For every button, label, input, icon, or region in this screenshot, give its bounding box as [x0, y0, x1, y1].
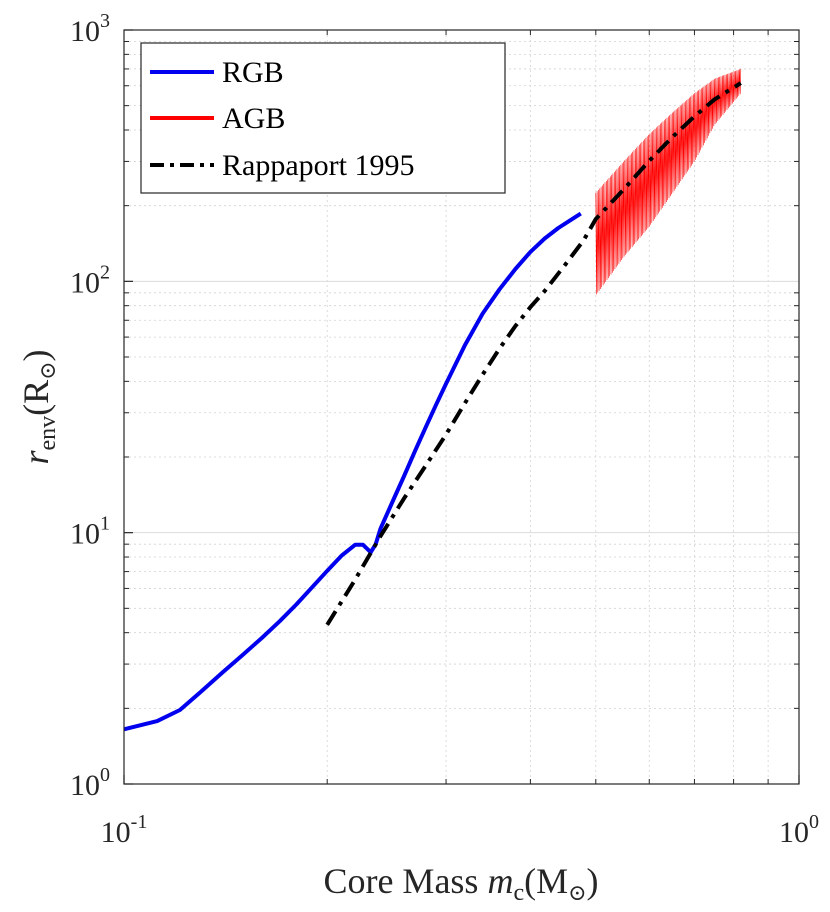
- y-axis-label-unit-sub: ⊙: [35, 361, 60, 379]
- x-tick-label-base: 10: [101, 816, 131, 849]
- y-tick-label-base: 10: [70, 15, 100, 48]
- x-axis-label-unit-close: ): [587, 861, 599, 901]
- legend-rappaport-label: Rappaport 1995: [222, 149, 414, 182]
- y-axis-label-unit-close: ): [16, 349, 56, 361]
- axes-frame: [123, 29, 800, 785]
- y-tick-label: 103: [70, 10, 110, 48]
- x-tick-label: 10-1: [101, 811, 148, 849]
- y-tick-label: 101: [70, 513, 110, 551]
- y-tick-label: 100: [70, 764, 110, 802]
- y-tick-label-exponent: 2: [100, 261, 110, 283]
- x-axis-label-main: Core Mass: [323, 861, 487, 901]
- legend: RGB AGB Rappaport 1995: [140, 42, 506, 194]
- y-tick-label: 102: [70, 261, 110, 299]
- rappaport-series-line: [325, 81, 742, 626]
- agb-series-line: [595, 68, 742, 295]
- x-axis-label: Core Mass mc(M⊙): [323, 861, 598, 906]
- y-tick-label-exponent: 3: [100, 10, 110, 32]
- x-tick-label-base: 10: [779, 816, 809, 849]
- y-axis-label: renv(R⊙): [16, 349, 61, 464]
- x-axis-label-unit-open: (M: [524, 861, 568, 901]
- y-tick-label-base: 10: [70, 518, 100, 551]
- x-tick-label: 100: [779, 811, 819, 849]
- x-axis-label-var: m: [487, 861, 513, 901]
- legend-agb-label: AGB: [222, 102, 285, 135]
- x-tick-label-exponent: 0: [809, 811, 819, 833]
- legend-rgb-label: RGB: [222, 56, 284, 89]
- ticks: [123, 29, 800, 785]
- x-tick-label-exponent: -1: [131, 811, 148, 833]
- y-tick-label-base: 10: [70, 266, 100, 299]
- x-axis-label-unit-sub: ⊙: [568, 880, 586, 905]
- y-axis-label-var: r: [16, 450, 56, 465]
- y-tick-label-exponent: 0: [100, 764, 110, 786]
- x-axis-label-sub: c: [513, 880, 524, 906]
- y-tick-label-base: 10: [70, 769, 100, 802]
- y-tick-label-exponent: 1: [100, 513, 110, 535]
- series-layer: [123, 68, 742, 732]
- y-axis-label-unit-open: (R: [16, 380, 56, 416]
- y-axis-label-sub: env: [35, 416, 61, 451]
